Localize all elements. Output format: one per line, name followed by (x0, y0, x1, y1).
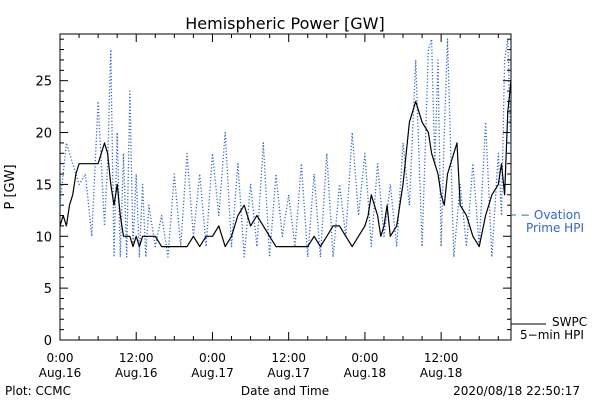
legend-ovation-line2: Prime HPI (526, 221, 584, 235)
plot-frame (59, 33, 512, 341)
x-tick-time-label: 0:00 (351, 351, 378, 365)
legend: − Ovation Prime HPI SWPC 5−min HPI (511, 208, 587, 342)
x-tick-date-label: Aug.17 (267, 366, 310, 380)
y-tick-label: 5 (44, 282, 52, 297)
x-axis-label: Date and Time (241, 384, 329, 398)
x-tick-time-label: 0:00 (199, 351, 226, 365)
series-layer (59, 38, 512, 258)
y-tick-label: 15 (35, 178, 52, 193)
y-tick-label: 0 (44, 334, 52, 349)
x-tick-date-label: Aug.17 (191, 366, 234, 380)
series-swpc-line (59, 80, 512, 248)
x-tick-date-label: Aug.18 (344, 366, 387, 380)
series-ovation-prime-line (59, 38, 512, 258)
y-axis: 0 5 10 15 20 25 (35, 38, 511, 349)
footer-timestamp: 2020/08/18 22:50:17 (453, 384, 580, 398)
x-tick-date-label: Aug.16 (115, 366, 158, 380)
x-tick-date-label: Aug.18 (420, 366, 463, 380)
y-tick-label: 10 (35, 230, 52, 245)
legend-swpc-line1: SWPC (552, 315, 587, 329)
x-tick-time-label: 12:00 (119, 351, 154, 365)
x-axis: 0:00Aug.1612:00Aug.160:00Aug.1712:00Aug.… (39, 34, 499, 380)
x-tick-time-label: 12:00 (271, 351, 306, 365)
x-tick-time-label: 0:00 (47, 351, 74, 365)
legend-ovation-line1: − Ovation (520, 208, 581, 222)
y-axis-label: P [GW] (3, 164, 18, 209)
x-tick-date-label: Aug.16 (39, 366, 82, 380)
legend-swpc-line2: 5−min HPI (520, 328, 584, 342)
footer-plot-credit: Plot: CCMC (5, 384, 71, 398)
chart-title: Hemispheric Power [GW] (185, 14, 384, 33)
y-tick-label: 20 (35, 127, 52, 142)
x-tick-time-label: 12:00 (424, 351, 459, 365)
y-tick-label: 25 (35, 75, 52, 90)
